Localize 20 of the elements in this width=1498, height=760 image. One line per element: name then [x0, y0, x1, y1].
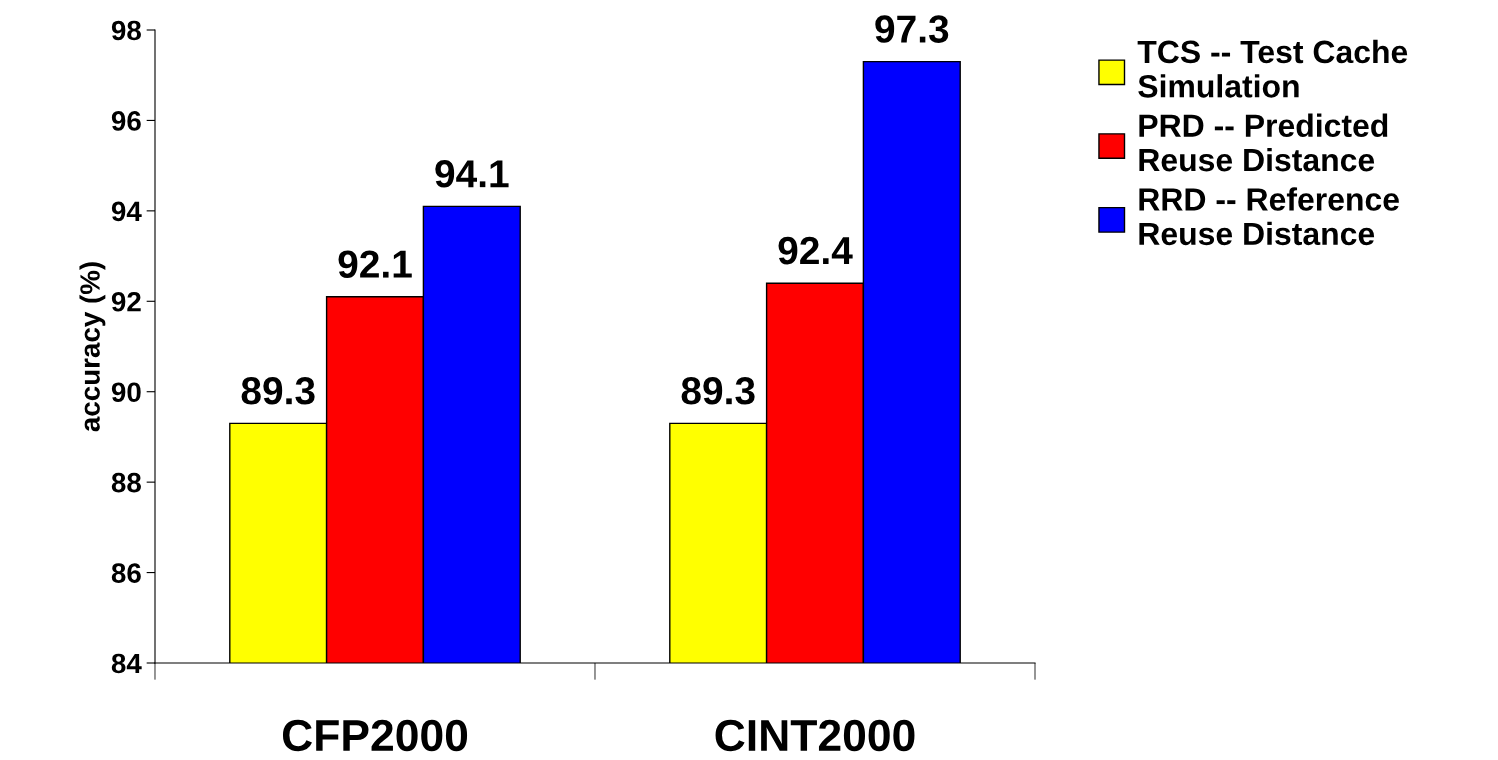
y-tick-label: 88 [111, 472, 141, 493]
legend-label: TCS -- Test Cache Simulation [1137, 39, 1408, 98]
y-tick-label: 98 [111, 20, 141, 41]
x-tick-label: CFP2000 [282, 719, 468, 752]
y-axis-title: accuracy (%) [79, 262, 106, 432]
y-tick-label: 92 [111, 291, 141, 312]
y-tick-label: 86 [111, 563, 141, 583]
x-tick-label: CINT2000 [715, 719, 915, 752]
y-tick-label: 84 [111, 653, 142, 674]
legend-label: PRD -- Predicted Reuse Distance [1139, 113, 1388, 172]
data-label: 92.1 [338, 250, 412, 278]
y-tick-label: 96 [111, 111, 141, 131]
y-tick-label: 90 [111, 382, 141, 403]
data-label: 89.3 [241, 377, 315, 405]
data-label: 97.3 [875, 15, 949, 43]
y-tick-label: 94 [111, 201, 142, 222]
data-label: 92.4 [778, 236, 853, 265]
data-label: 94.1 [435, 160, 509, 188]
legend-label: RRD -- Reference Reuse Distance [1139, 187, 1399, 246]
data-label: 89.3 [681, 377, 755, 405]
